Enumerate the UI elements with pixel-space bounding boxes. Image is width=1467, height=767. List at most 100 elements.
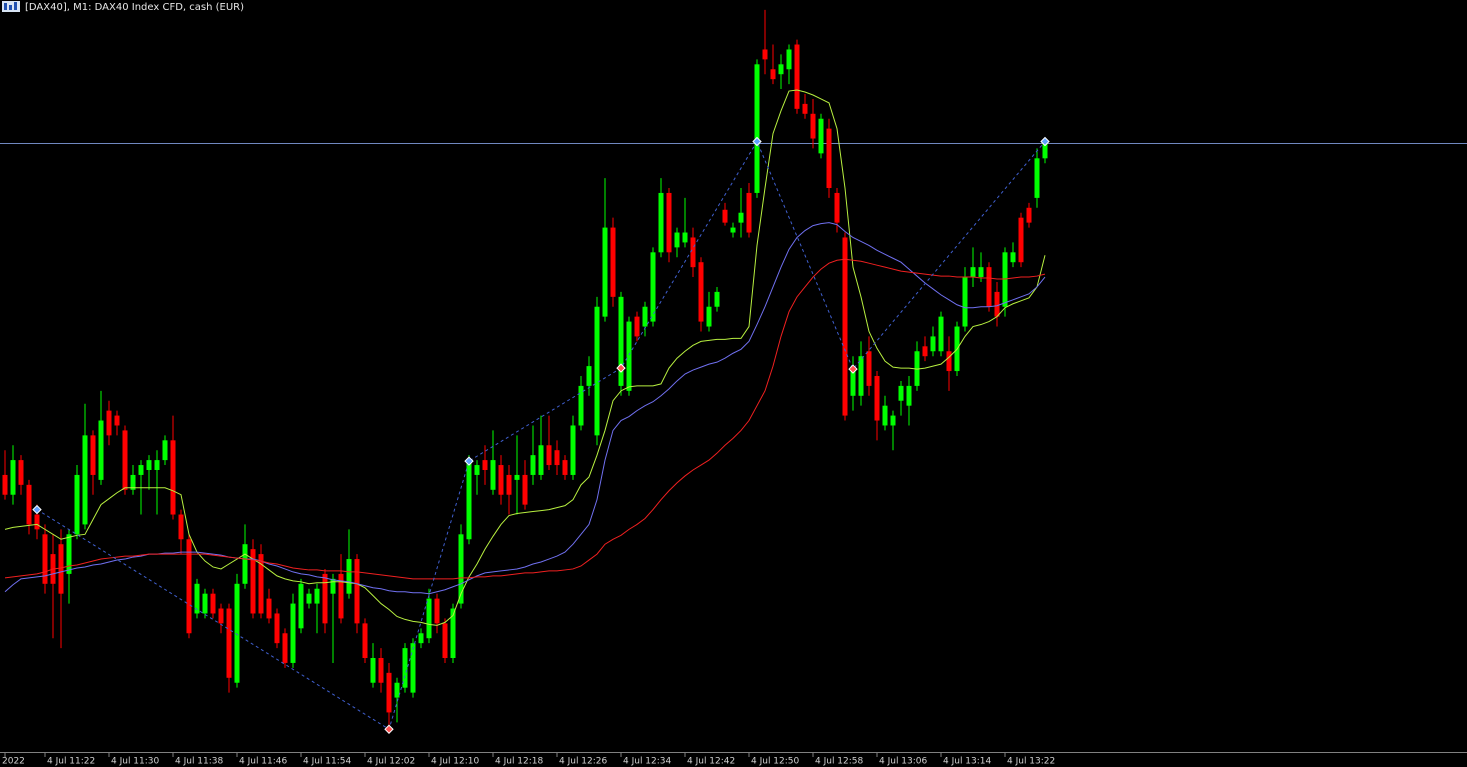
candle-body <box>178 514 184 540</box>
candle-body <box>90 435 96 475</box>
candle-body <box>850 366 856 396</box>
candle-body <box>74 474 80 535</box>
candle-body <box>458 534 464 604</box>
candle-body <box>226 608 232 678</box>
candle-body <box>34 514 40 530</box>
candle-body <box>962 277 968 327</box>
candle-body <box>538 445 544 475</box>
candle-body <box>786 49 792 70</box>
candle-body <box>154 460 160 470</box>
candle-body <box>690 237 696 268</box>
candle-body <box>1018 217 1024 263</box>
candle-body <box>306 593 312 604</box>
candle-body <box>402 648 408 688</box>
candle-body <box>666 192 672 253</box>
candle-body <box>338 573 344 619</box>
moving-average-line <box>4 222 1046 595</box>
candle-body <box>618 296 624 386</box>
candle-body <box>322 573 328 624</box>
candle-body <box>2 474 8 495</box>
candle-body <box>794 44 800 109</box>
candle-body <box>490 460 496 490</box>
candle-body <box>986 267 992 307</box>
candle-body <box>610 227 616 297</box>
x-tick-label: 4 Jul 12:18 <box>495 757 544 767</box>
candle-body <box>866 351 872 386</box>
zigzag-marker <box>1040 136 1050 147</box>
candle-body <box>498 465 504 495</box>
candle-body <box>858 356 864 396</box>
candle-body <box>450 608 456 658</box>
candle-body <box>602 227 608 317</box>
candle-body <box>82 435 88 525</box>
candle-body <box>930 336 936 352</box>
candle-body <box>570 425 576 475</box>
candle-body <box>474 465 480 475</box>
x-tick-label: 4 Jul 12:50 <box>751 757 800 767</box>
candle-body <box>18 460 24 485</box>
x-tick-label: 2022 <box>2 757 25 767</box>
zigzag-marker <box>384 724 394 734</box>
candle-body <box>242 544 248 584</box>
candle-body <box>58 544 64 594</box>
candle-body <box>434 598 440 624</box>
candle-body <box>1034 158 1040 198</box>
candle-body <box>482 460 488 470</box>
zigzag-marker <box>848 364 858 374</box>
candle-body <box>762 49 768 60</box>
candle-body <box>122 430 128 490</box>
candle-body <box>114 415 120 426</box>
candle-body <box>546 445 552 466</box>
candle-body <box>922 346 928 357</box>
x-tick-label: 4 Jul 12:02 <box>367 757 415 767</box>
candle-body <box>898 385 904 401</box>
candle-body <box>626 321 632 391</box>
candle-body <box>42 534 48 584</box>
candle-body <box>650 252 656 322</box>
candle-body <box>842 237 848 416</box>
x-tick-label: 4 Jul 11:54 <box>303 757 352 767</box>
candle-body <box>586 366 592 386</box>
candle-body <box>162 440 168 461</box>
candle-body <box>714 291 720 307</box>
candle-body <box>298 583 304 629</box>
candle-body <box>410 643 416 693</box>
candle-body <box>706 306 712 327</box>
candle-body <box>394 682 400 698</box>
candle-body <box>210 593 216 614</box>
candle-body <box>770 69 776 80</box>
candle-body <box>218 608 224 624</box>
candle-body <box>330 578 336 594</box>
candle-body <box>674 232 680 248</box>
candle-body <box>202 593 208 614</box>
candle-body <box>1042 143 1048 159</box>
candle-body <box>426 598 432 639</box>
candle-body <box>818 118 824 154</box>
candle-body <box>130 474 136 490</box>
candle-body <box>554 450 560 466</box>
candle-body <box>946 351 952 372</box>
candle-body <box>802 103 808 114</box>
candle-body <box>250 549 256 614</box>
candle-body <box>10 460 16 495</box>
candle-body <box>738 212 744 223</box>
candle-body <box>530 455 536 475</box>
chart-title: [DAX40], M1: DAX40 Index CFD, cash (EUR) <box>25 2 244 13</box>
candle-body <box>826 128 832 188</box>
candle-body <box>234 583 240 683</box>
x-tick-label: 4 Jul 12:10 <box>431 757 480 767</box>
candle-body <box>882 405 888 426</box>
zigzag-marker <box>464 456 474 466</box>
candle-body <box>562 460 568 475</box>
candle-body <box>514 474 520 480</box>
candle-body <box>754 64 760 193</box>
candle-body <box>1010 252 1016 263</box>
candle-body <box>698 262 704 322</box>
candles <box>2 9 1048 733</box>
candle-body <box>1026 207 1032 223</box>
candle-body <box>994 291 1000 317</box>
candle-body <box>346 559 352 594</box>
candle-body <box>506 474 512 495</box>
